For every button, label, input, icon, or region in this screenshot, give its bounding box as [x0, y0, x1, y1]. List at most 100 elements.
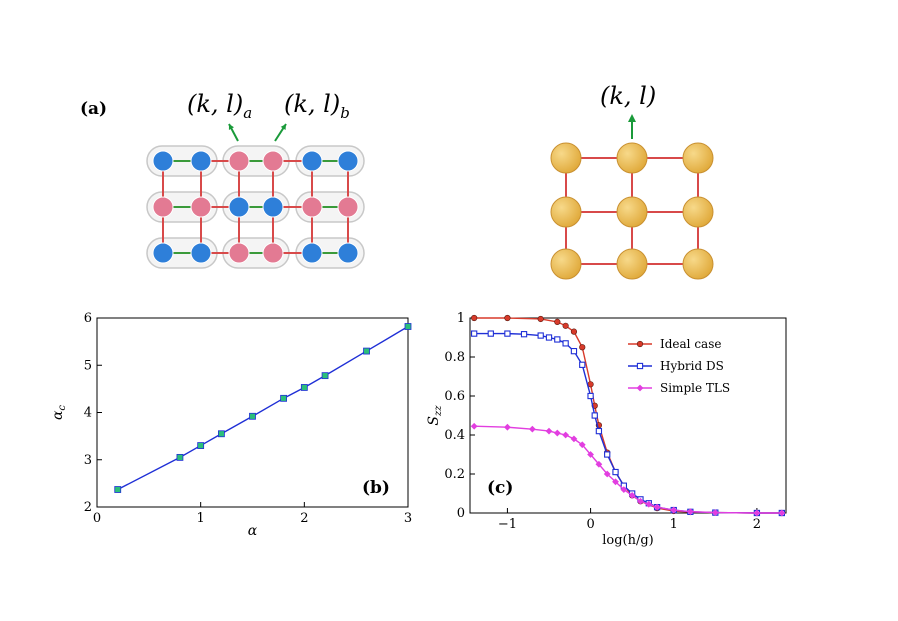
data-point-circle	[471, 314, 478, 322]
data-point	[300, 384, 308, 391]
plot-frame	[469, 317, 787, 514]
site-blue	[228, 196, 250, 218]
site-pink	[190, 196, 212, 218]
y-tick-label: 3	[84, 453, 92, 468]
site-blue	[152, 150, 174, 172]
y-tick-label: 0.8	[444, 350, 465, 365]
data-point-circle	[570, 328, 578, 335]
x-tick-label: 0	[93, 511, 101, 526]
data-point-circle	[537, 315, 544, 323]
data-point	[197, 442, 205, 449]
y-tick-label: 1	[457, 311, 465, 326]
data-point-diamond	[778, 509, 786, 517]
legend-entry: Simple TLS	[660, 381, 730, 395]
y-tick-label: 6	[84, 311, 92, 326]
legend-swatch-marker	[636, 384, 644, 392]
chart-b: 0 1 2 3 2 3 4 5 6 α αc	[50, 311, 412, 539]
site-pink	[228, 150, 250, 172]
data-point-circle	[579, 344, 586, 351]
data-point-diamond	[545, 427, 553, 435]
data-point-circle	[562, 322, 569, 329]
data-point-square	[537, 332, 544, 339]
site-blue	[262, 196, 284, 218]
site-pink	[301, 196, 323, 218]
data-point-diamond	[686, 508, 694, 516]
panel-c-label: (c)	[487, 478, 513, 498]
arrow-b-head	[280, 124, 286, 130]
x-tick-label: 1	[197, 511, 205, 526]
data-point-diamond	[562, 431, 570, 439]
data-point-square	[545, 334, 553, 341]
site-label-b: (k, l)b	[284, 90, 350, 122]
x-tick-label: 2	[753, 517, 761, 532]
site-blue	[190, 242, 212, 264]
site-gold	[550, 248, 582, 280]
panel-b-label: (b)	[362, 478, 390, 498]
site-blue	[152, 242, 174, 264]
data-point-diamond	[587, 451, 594, 458]
site-gold	[682, 142, 714, 174]
site-gold	[550, 142, 582, 174]
site-pink	[228, 242, 250, 264]
data-point-square	[520, 331, 528, 338]
data-point-diamond	[504, 423, 511, 431]
data-point-square	[471, 330, 478, 337]
x-tick-label: 0	[586, 517, 594, 532]
site-pink	[262, 242, 284, 264]
data-point-diamond	[620, 486, 628, 493]
series-line-square	[474, 332, 782, 514]
site-gold	[682, 248, 714, 280]
legend-entry: Ideal case	[660, 337, 721, 351]
simple-lattice-diagram	[550, 114, 714, 280]
data-point-diamond	[637, 497, 644, 505]
data-point-square	[587, 392, 594, 400]
data-point-diamond	[603, 470, 611, 478]
site-gold	[550, 196, 582, 228]
site-pink	[337, 196, 359, 218]
data-point	[114, 486, 122, 493]
x-axis-label: log(h/g)	[602, 533, 654, 548]
data-point-diamond	[711, 509, 719, 517]
y-tick-label: 0.6	[444, 389, 465, 404]
data-point	[176, 453, 184, 461]
site-blue	[337, 150, 359, 172]
data-point-diamond	[578, 441, 586, 449]
arrow-a-head	[228, 124, 235, 130]
data-point-diamond	[653, 503, 661, 511]
data-point	[249, 412, 256, 420]
x-tick-label: 1	[670, 517, 678, 532]
x-tick-label: −1	[498, 517, 517, 532]
data-point-circle	[554, 318, 561, 326]
data-point-diamond	[595, 460, 603, 468]
data-point-square	[570, 347, 578, 355]
site-gold	[616, 196, 648, 228]
data-point-diamond	[670, 506, 678, 514]
arrow-up-head	[628, 114, 636, 122]
legend-swatch-marker	[636, 340, 644, 348]
legend-swatch-marker	[636, 362, 644, 370]
data-point-circle	[504, 314, 511, 322]
data-point	[217, 430, 225, 438]
data-point-square	[487, 330, 494, 337]
data-point	[280, 394, 288, 402]
site-label-a: (k, l)a	[187, 90, 252, 122]
y-axis-label: Szz	[426, 405, 444, 426]
data-point-square	[504, 330, 511, 337]
data-point-diamond	[470, 422, 478, 430]
site-pink	[152, 196, 174, 218]
x-tick-label: 2	[300, 511, 308, 526]
site-gold	[682, 196, 714, 228]
legend-entry: Hybrid DS	[660, 359, 724, 373]
y-tick-label: 0.2	[444, 467, 465, 482]
site-pink	[262, 150, 284, 172]
y-tick-label: 5	[84, 358, 92, 373]
y-tick-label: 0	[457, 506, 465, 521]
series-line-diamond	[474, 425, 782, 514]
series-line-circle	[474, 317, 782, 514]
x-tick-label: 3	[404, 511, 412, 526]
data-point-diamond	[553, 429, 561, 437]
y-axis-label: αc	[50, 405, 68, 420]
x-axis-label: α	[248, 523, 258, 539]
data-point-diamond	[645, 500, 653, 508]
